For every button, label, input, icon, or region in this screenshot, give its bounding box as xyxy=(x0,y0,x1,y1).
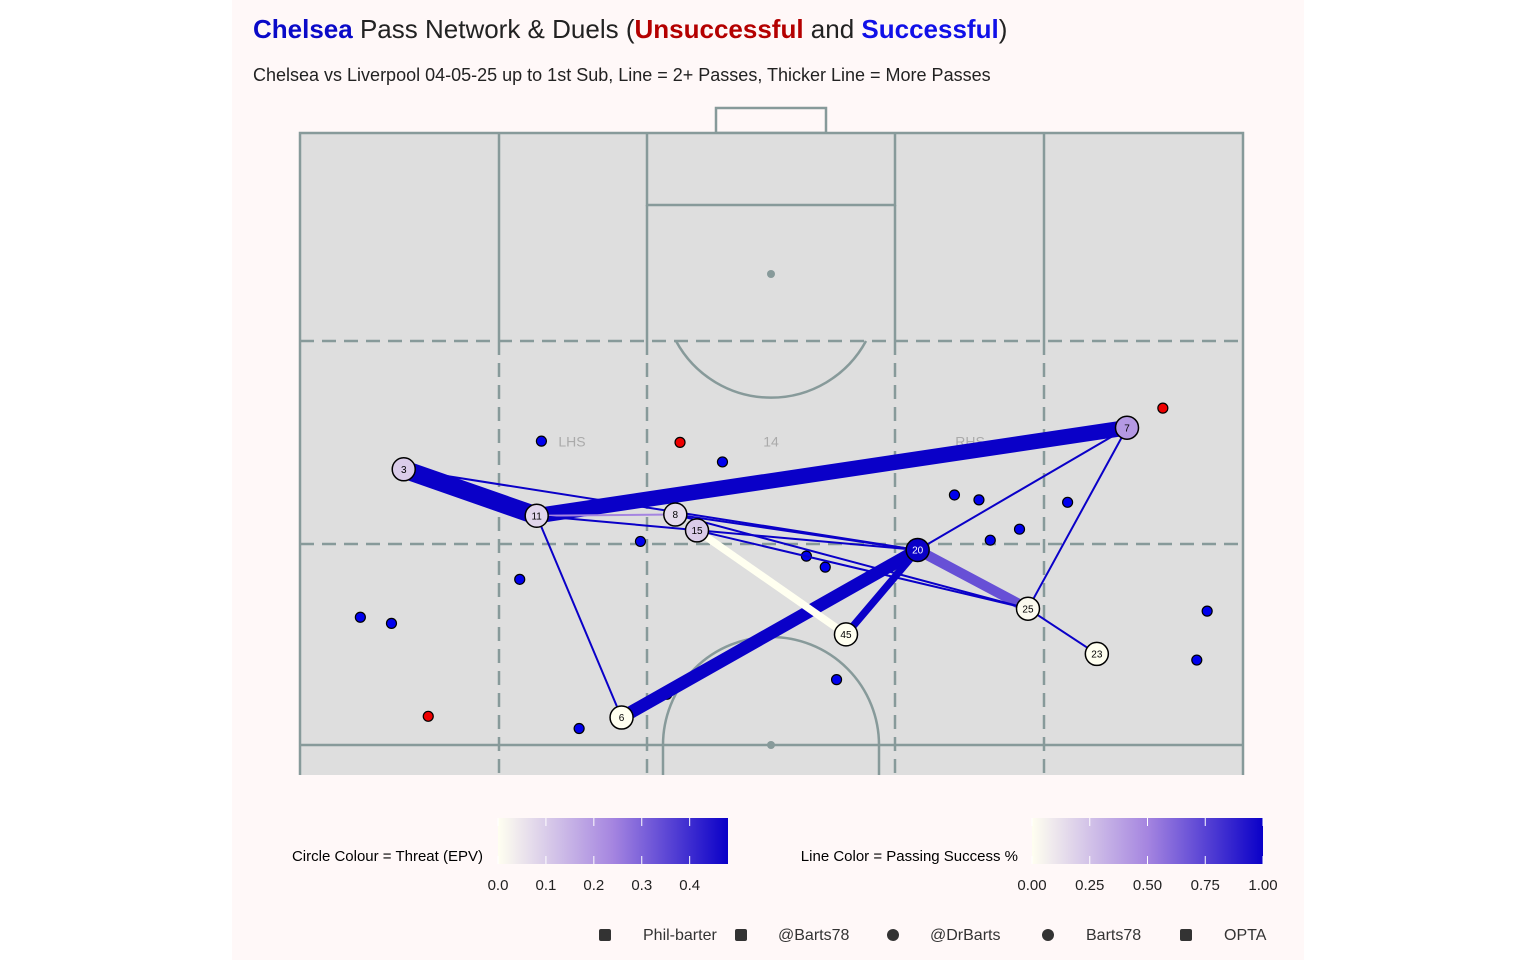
footer-text: OPTA xyxy=(1224,927,1267,944)
player-node xyxy=(1084,641,1110,667)
title-part: and xyxy=(804,14,862,44)
player-label: 25 xyxy=(1022,604,1034,615)
duel xyxy=(535,435,548,447)
duel xyxy=(514,573,526,585)
duel xyxy=(1013,523,1026,535)
legend-tick-label: 0.4 xyxy=(679,877,700,894)
player-label: 3 xyxy=(401,465,407,476)
footer-icon xyxy=(735,929,747,941)
footer-text: @DrBarts xyxy=(930,927,1000,944)
player-label: 15 xyxy=(691,526,703,537)
legend-tick-label: 0.0 xyxy=(488,877,509,894)
player-node xyxy=(1015,596,1041,621)
player-node xyxy=(524,503,549,529)
player-node xyxy=(1114,415,1140,440)
pass-line xyxy=(1027,607,1098,655)
pass-line xyxy=(618,544,921,724)
subtitle: Chelsea vs Liverpool 04-05-25 up to 1st … xyxy=(253,65,991,85)
title-part: Successful xyxy=(861,14,998,44)
duel xyxy=(830,674,843,686)
player-node xyxy=(833,622,859,647)
player-node xyxy=(391,457,416,482)
duel xyxy=(1201,605,1213,617)
pass-line xyxy=(535,420,1129,524)
duel xyxy=(948,489,961,501)
footer-text: Barts78 xyxy=(1086,927,1141,944)
legend-tick-label: 0.50 xyxy=(1133,877,1162,894)
pass-line xyxy=(694,527,849,638)
legend-tick-label: 1.00 xyxy=(1248,877,1277,894)
legend-tick-label: 0.75 xyxy=(1191,877,1220,894)
pass-line xyxy=(536,513,676,517)
player-label: 7 xyxy=(1124,423,1130,434)
legend-tick-label: 0.1 xyxy=(535,877,556,894)
duel xyxy=(385,617,398,629)
player-node xyxy=(905,537,930,563)
player-node xyxy=(609,705,634,730)
player-label: 20 xyxy=(912,546,924,557)
player-node xyxy=(663,502,688,527)
duel xyxy=(1062,496,1074,508)
zone-label: LHS xyxy=(558,434,585,450)
duel xyxy=(984,534,996,546)
player-label: 11 xyxy=(531,511,542,522)
duel xyxy=(819,561,831,573)
title-part: Pass Network & Duels ( xyxy=(353,14,635,44)
pass-line xyxy=(917,426,1128,551)
duel xyxy=(422,710,434,722)
pass-line xyxy=(915,545,1031,614)
legend-title: Circle Colour = Threat (EPV) xyxy=(292,848,483,865)
pass-line xyxy=(400,460,540,525)
footer-icon xyxy=(599,929,611,941)
colorbar xyxy=(498,818,728,864)
footer-text: Phil-barter xyxy=(643,927,717,944)
footer-icon xyxy=(887,929,899,941)
title-part: Unsuccessful xyxy=(634,14,803,44)
duel xyxy=(716,456,729,468)
player-label: 45 xyxy=(840,630,852,641)
player-label: 8 xyxy=(673,510,679,521)
footer: Phil-barter @Barts78 @DrBarts Barts78 OPTA xyxy=(599,927,1267,944)
duel xyxy=(1157,402,1169,414)
pass-line xyxy=(535,515,623,718)
title-part: ) xyxy=(999,14,1008,44)
pass-line xyxy=(696,529,1029,610)
player-label: 23 xyxy=(1091,650,1103,661)
duel xyxy=(573,722,585,735)
pass-line xyxy=(675,513,1029,610)
legend-tick-label: 0.3 xyxy=(631,877,652,894)
duel xyxy=(354,611,366,623)
footer-icon xyxy=(1180,929,1192,941)
duel xyxy=(973,494,985,506)
pass-line xyxy=(536,514,918,551)
legend-tick-label: 0.00 xyxy=(1017,877,1046,894)
pass-line xyxy=(843,547,921,637)
duel xyxy=(634,535,647,548)
duel xyxy=(1191,654,1203,666)
legend-tick-label: 0.2 xyxy=(583,877,604,894)
legend-title: Line Color = Passing Success % xyxy=(801,848,1018,865)
legend-tick-label: 0.25 xyxy=(1075,877,1104,894)
pitch: LHS 14 RHS xyxy=(298,106,1245,775)
zone-label: 14 xyxy=(763,434,779,450)
player-label: 6 xyxy=(619,713,625,724)
pass-line xyxy=(675,513,918,551)
pass-line xyxy=(1027,427,1128,610)
title-part: Chelsea xyxy=(253,14,353,44)
footer-text: @Barts78 xyxy=(778,927,849,944)
player-node xyxy=(684,518,710,543)
title: Chelsea Pass Network & Duels (Unsuccessf… xyxy=(253,14,1007,44)
footer-icon xyxy=(1042,929,1054,941)
duel xyxy=(674,436,686,448)
